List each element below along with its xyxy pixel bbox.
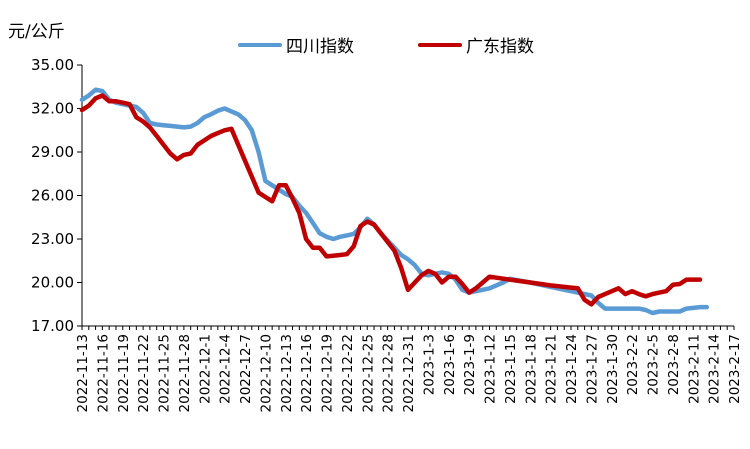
x-tick-label: 2023-2-11 — [686, 334, 702, 404]
x-tick-label: 2022-11-19 — [116, 334, 132, 412]
y-tick-label: 26.00 — [31, 187, 74, 205]
x-tick-label: 2022-11-28 — [177, 334, 193, 412]
x-tick-label: 2022-12-25 — [360, 334, 376, 412]
x-tick-label: 2023-1-27 — [584, 334, 600, 404]
y-tick-label: 17.00 — [31, 317, 74, 335]
x-tick-label: 2022-12-13 — [279, 334, 295, 412]
legend-item-sichuan: 四川指数 — [238, 32, 354, 57]
x-tick-label: 2022-12-7 — [238, 334, 254, 404]
x-tick-label: 2023-2-5 — [646, 334, 662, 395]
x-axis-ticks: 2022-11-13 2022-11-16 2022-11-19 2022-11-22… — [75, 326, 743, 412]
x-tick-label: 2023-1-9 — [462, 334, 478, 395]
x-tick-label: 2022-12-4 — [218, 334, 234, 404]
legend-item-guangdong: 广东指数 — [418, 32, 534, 57]
y-tick-label: 35.00 — [31, 56, 74, 74]
x-tick-label: 2022-12-22 — [340, 334, 356, 412]
x-tick-label: 2023-2-14 — [707, 334, 723, 404]
y-axis-ticks: 17.00 20.00 23.00 26.00 29.00 32.00 35.00 — [31, 56, 82, 335]
x-tick-label: 2023-2-2 — [625, 334, 641, 395]
legend-swatch-sichuan — [238, 42, 282, 47]
x-tick-label: 2022-12-16 — [299, 334, 315, 412]
x-tick-label: 2022-11-16 — [95, 334, 111, 412]
legend-swatch-guangdong — [418, 42, 462, 47]
x-tick-label: 2022-11-25 — [157, 334, 173, 412]
x-tick-label: 2022-12-19 — [320, 334, 336, 412]
x-tick-label: 2022-12-28 — [381, 334, 397, 412]
x-tick-label: 2023-1-12 — [483, 334, 499, 404]
x-tick-label: 2023-1-18 — [523, 334, 539, 404]
y-tick-label: 32.00 — [31, 100, 74, 118]
x-tick-label: 2023-2-17 — [727, 334, 743, 404]
x-tick-label: 2023-1-6 — [442, 334, 458, 395]
x-tick-label: 2022-12-31 — [401, 334, 417, 412]
x-tick-label: 2023-1-24 — [564, 334, 580, 404]
legend-label-guangdong: 广东指数 — [466, 37, 534, 57]
series-line-sichuan — [79, 87, 710, 316]
legend-label-sichuan: 四川指数 — [286, 37, 354, 57]
x-tick-label: 2023-1-15 — [503, 334, 519, 404]
x-tick-label: 2023-1-3 — [421, 334, 437, 395]
series-lines — [79, 87, 710, 316]
x-tick-label: 2023-1-30 — [605, 334, 621, 404]
x-tick-label: 2022-11-22 — [136, 334, 152, 412]
series-line-guangdong — [79, 93, 703, 307]
x-tick-label: 2022-12-1 — [197, 334, 213, 404]
x-tick-label: 2022-12-10 — [258, 334, 274, 412]
y-tick-label: 20.00 — [31, 274, 74, 292]
y-tick-label: 29.00 — [31, 143, 74, 161]
x-tick-label: 2022-11-13 — [75, 334, 91, 412]
x-tick-label: 2023-1-21 — [544, 334, 560, 404]
x-tick-label: 2023-2-8 — [666, 334, 682, 395]
y-axis-unit-label: 元/公斤 — [8, 22, 65, 42]
y-tick-label: 23.00 — [31, 230, 74, 248]
